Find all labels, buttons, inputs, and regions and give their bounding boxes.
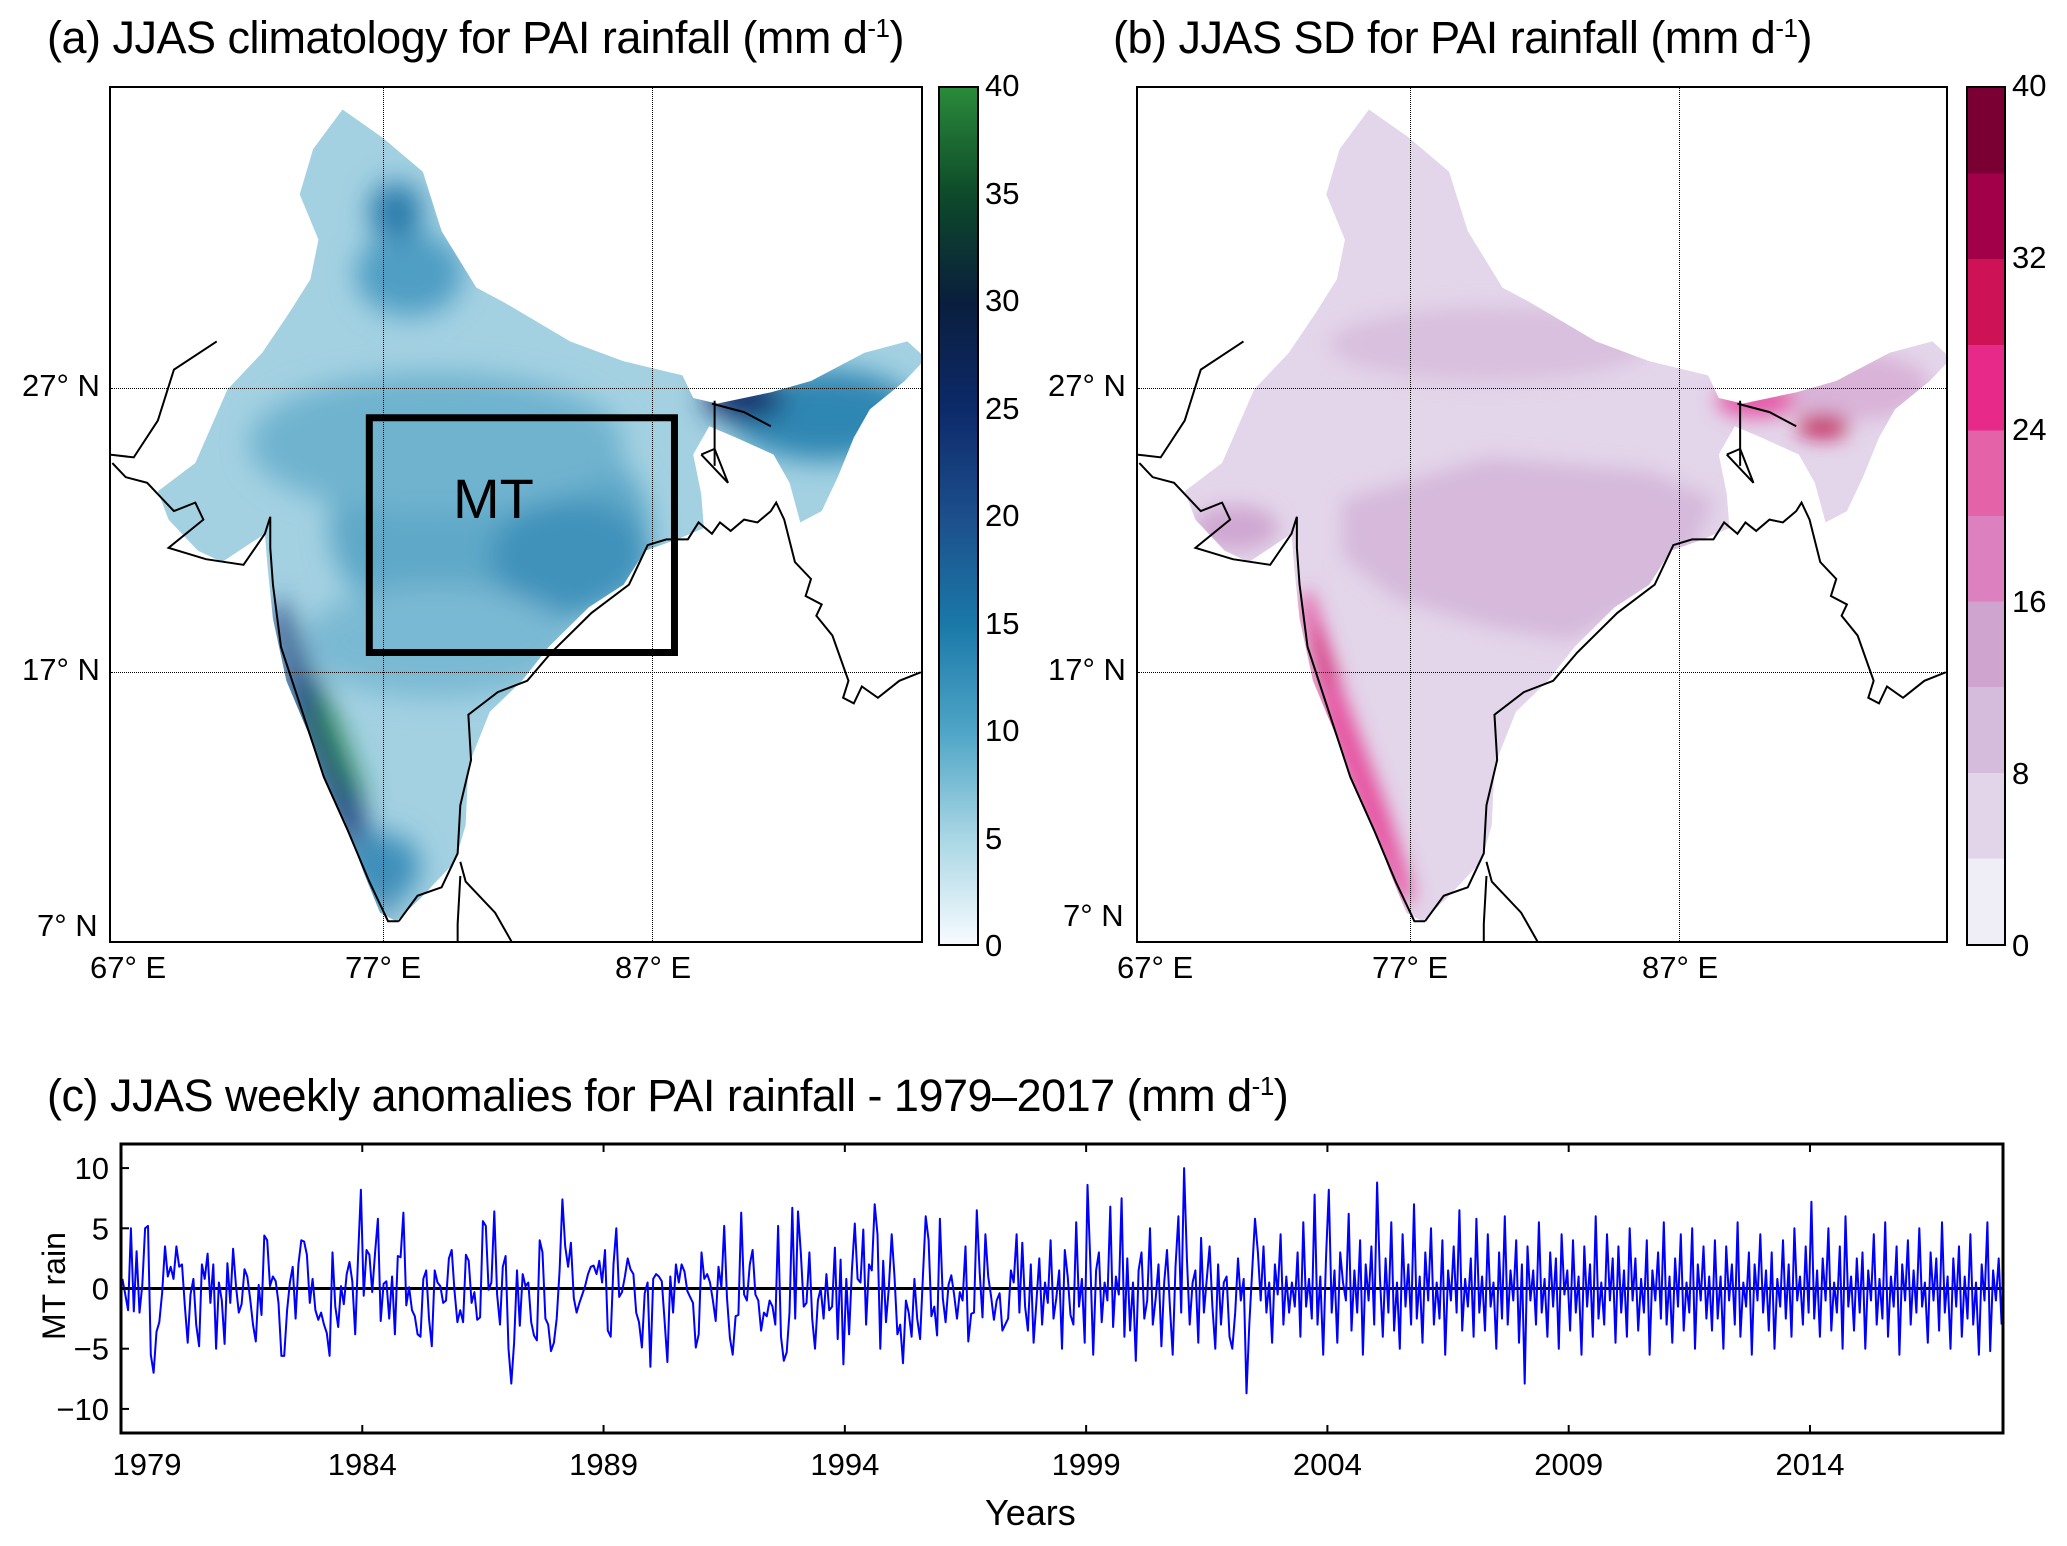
panel-b-map bbox=[1136, 86, 1948, 943]
coastline-segment bbox=[1138, 341, 1243, 457]
colorbar-tick-label: 10 bbox=[985, 713, 1020, 748]
colorbar-tick-label: 16 bbox=[2012, 584, 2047, 619]
x-tick-label: 1984 bbox=[328, 1447, 397, 1482]
coastline-segment bbox=[1139, 463, 1425, 921]
lon-label-67e: 67° E bbox=[1117, 950, 1194, 985]
y-axis-label: MT rain bbox=[36, 1232, 72, 1340]
colorbar-tick-label: 0 bbox=[2012, 928, 2030, 963]
coastline bbox=[1138, 341, 1946, 941]
x-tick-label: 1979 bbox=[113, 1447, 182, 1482]
gridline-87e bbox=[1679, 88, 1680, 941]
colorbar-tick-label: 40 bbox=[985, 68, 1020, 103]
lat-label-27n: 27° N bbox=[22, 368, 100, 403]
coastline-segment bbox=[112, 463, 398, 921]
gridline-77e bbox=[1410, 88, 1411, 941]
lat-label-17n: 17° N bbox=[22, 652, 100, 687]
lon-label-87e: 87° E bbox=[615, 950, 692, 985]
mt-box-label: MT bbox=[453, 467, 534, 530]
climatology-map bbox=[111, 109, 921, 941]
lon-label-87e: 87° E bbox=[1642, 950, 1719, 985]
x-tick-label: 1999 bbox=[1052, 1447, 1121, 1482]
colorbar-tick-label: 5 bbox=[985, 820, 1003, 856]
lon-label-77e: 77° E bbox=[345, 950, 422, 985]
gridline-27n bbox=[111, 388, 921, 389]
coastline-segment bbox=[1737, 404, 1796, 427]
colorbar-tick-label: 8 bbox=[2012, 756, 2030, 791]
gridline-87e bbox=[652, 88, 653, 941]
panel-b-title: (b) JJAS SD for PAI rainfall (mm d-1) bbox=[1113, 12, 1812, 63]
rainfall-contours bbox=[248, 183, 919, 919]
coastline-segment bbox=[111, 341, 217, 457]
panel-a-title: (a) JJAS climatology for PAI rainfall (m… bbox=[47, 12, 905, 63]
y-tick-label: 5 bbox=[92, 1211, 109, 1246]
colorbar-tick-label: 40 bbox=[2012, 68, 2047, 103]
series-line-mt-rain bbox=[121, 1167, 2003, 1395]
y-tick-label: −5 bbox=[74, 1332, 109, 1367]
gridline-77e bbox=[383, 88, 384, 941]
gridline-17n bbox=[1138, 672, 1946, 673]
colorbar-tick-label: 24 bbox=[2012, 412, 2047, 447]
coastline-segment bbox=[1484, 862, 1537, 941]
coastline-segment bbox=[701, 449, 728, 483]
gridline-27n bbox=[1138, 388, 1946, 389]
y-tick-label: 10 bbox=[75, 1151, 109, 1186]
x-tick-label: 2014 bbox=[1775, 1447, 1844, 1482]
coastline-segment bbox=[399, 503, 921, 922]
lon-label-67e: 67° E bbox=[90, 950, 167, 985]
sd-map bbox=[1138, 109, 1946, 941]
colorbar-tick-label: 25 bbox=[985, 390, 1020, 426]
coastline-segment bbox=[1425, 503, 1946, 922]
panel-c-title: (c) JJAS weekly anomalies for PAI rainfa… bbox=[47, 1070, 1289, 1121]
colorbar-tick-label: 35 bbox=[985, 175, 1020, 211]
y-tick-label: 0 bbox=[92, 1272, 109, 1307]
x-tick-label: 1994 bbox=[810, 1447, 879, 1482]
lat-label-7n: 7° N bbox=[1063, 898, 1124, 933]
lat-label-27n: 27° N bbox=[1048, 368, 1126, 403]
coastline-segment bbox=[1727, 449, 1754, 483]
gridline-17n bbox=[111, 672, 921, 673]
colorbar-tick-label: 20 bbox=[985, 498, 1020, 533]
x-axis-label: Years bbox=[985, 1492, 1076, 1533]
x-tick-label: 2004 bbox=[1293, 1447, 1362, 1482]
panel-a-colorbar bbox=[938, 86, 979, 946]
coastline bbox=[111, 341, 921, 941]
panel-a-map: MT bbox=[109, 86, 923, 943]
colorbar-tick-label: 30 bbox=[985, 283, 1020, 318]
coastline-segment bbox=[458, 862, 512, 941]
lat-label-17n: 17° N bbox=[1048, 652, 1126, 687]
panel-b-colorbar bbox=[1966, 86, 2006, 946]
lat-label-7n: 7° N bbox=[37, 908, 98, 943]
colorbar-tick-label: 32 bbox=[2012, 240, 2047, 275]
time-series-plot: 10 5 0 −5 −10 1979 1984 1989 1994 1999 2004 2009 201… bbox=[56, 1142, 2005, 1482]
x-tick-label: 2009 bbox=[1534, 1447, 1603, 1482]
mt-region-box bbox=[369, 418, 674, 653]
x-tick-label: 1989 bbox=[569, 1447, 638, 1482]
colorbar-tick-label: 15 bbox=[985, 605, 1020, 641]
colorbar-tick-label: 0 bbox=[985, 928, 1003, 963]
lon-label-77e: 77° E bbox=[1372, 950, 1449, 985]
coastline-segment bbox=[712, 404, 771, 427]
y-tick-label: −10 bbox=[56, 1392, 109, 1427]
